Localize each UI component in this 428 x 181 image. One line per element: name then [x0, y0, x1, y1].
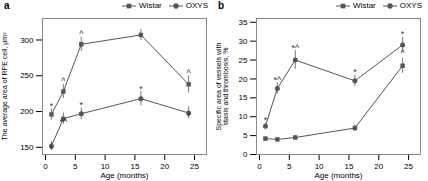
svg-text:10: 10	[239, 112, 248, 121]
svg-text:*^: *^	[274, 75, 283, 85]
html-text:a: a	[4, 0, 10, 11]
svg-text:15: 15	[344, 162, 354, 172]
svg-text:Age (months): Age (months)	[100, 171, 148, 180]
svg-text:*: *	[264, 115, 268, 125]
svg-text:Age (months): Age (months)	[314, 171, 362, 180]
html-text:OXYS: OXYS	[399, 1, 422, 10]
svg-text:Specific area of vessels withs: Specific area of vessels withstasis and …	[215, 42, 229, 130]
svg-text:5: 5	[287, 162, 292, 171]
svg-text:0: 0	[43, 162, 48, 171]
svg-text:20: 20	[374, 162, 383, 171]
svg-text:^: ^	[61, 76, 66, 86]
html-text:Wistar: Wistar	[353, 1, 376, 10]
svg-text:15: 15	[130, 162, 140, 172]
svg-text:*^: *^	[291, 43, 300, 53]
svg-text:*^: *^	[60, 117, 69, 127]
svg-text:*: *	[139, 84, 143, 94]
svg-text:10: 10	[100, 162, 110, 172]
html-text:b: b	[218, 0, 225, 11]
svg-text:200: 200	[20, 107, 34, 116]
svg-text:0: 0	[257, 162, 262, 171]
html-text:Wistar: Wistar	[139, 1, 162, 10]
svg-text:*: *	[187, 111, 191, 121]
svg-text:10: 10	[314, 162, 324, 172]
svg-text:*: *	[80, 100, 84, 110]
svg-text:^: ^	[186, 68, 191, 78]
html-text:OXYS: OXYS	[185, 1, 208, 10]
svg-text:300: 300	[20, 36, 34, 45]
svg-text:150: 150	[20, 143, 34, 152]
svg-text:*: *	[353, 67, 357, 77]
svg-text:250: 250	[20, 71, 34, 80]
svg-text:0: 0	[243, 150, 248, 159]
svg-text:25: 25	[239, 56, 248, 65]
svg-text:35: 35	[239, 18, 248, 27]
svg-text:*: *	[50, 101, 54, 111]
svg-text:5: 5	[73, 162, 78, 171]
svg-text:*: *	[401, 29, 405, 39]
svg-text:20: 20	[160, 162, 169, 171]
svg-text:^: ^	[400, 48, 405, 58]
svg-text:25: 25	[404, 162, 413, 171]
svg-text:The average area of RPE cell,: The average area of RPE cell, μm²	[1, 32, 9, 141]
svg-text:15: 15	[239, 93, 248, 102]
svg-text:*: *	[50, 144, 54, 154]
svg-text:30: 30	[239, 37, 248, 46]
svg-text:25: 25	[190, 162, 199, 171]
svg-text:5: 5	[243, 131, 248, 140]
svg-text:20: 20	[239, 75, 248, 84]
svg-text:^: ^	[79, 29, 84, 39]
